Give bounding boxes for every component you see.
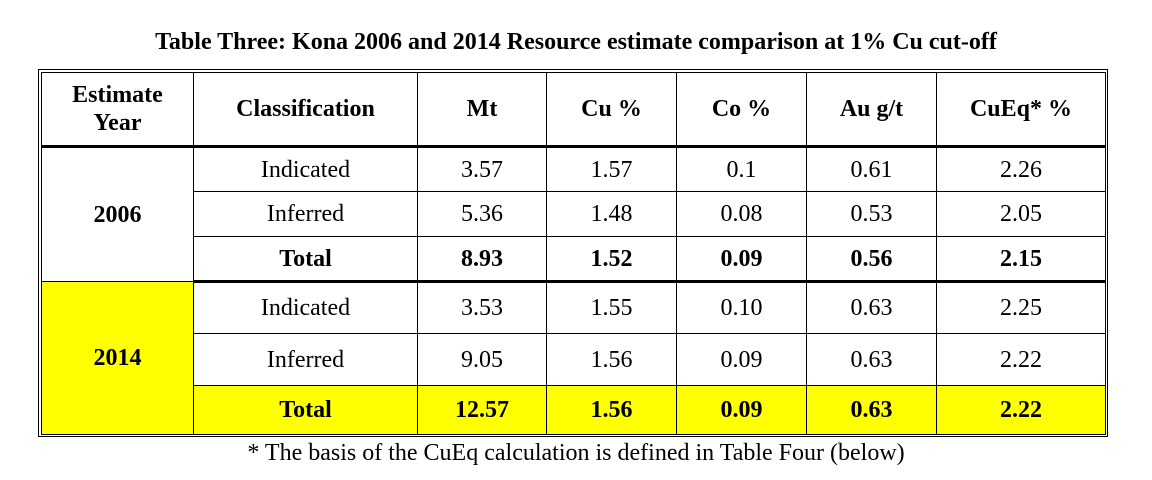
cu-cell: 1.48 [546,191,677,237]
header-au: Au g/t [806,72,937,148]
cueq-cell: 2.26 [936,146,1106,192]
header-cu: Cu % [546,72,677,148]
co-cell: 0.09 [676,333,807,386]
mt-cell: 3.57 [417,146,547,192]
cueq-cell: 2.15 [936,236,1106,283]
au-cell: 0.63 [806,281,937,334]
table-row: 2006 Indicated 3.57 1.57 0.1 0.61 2.26 [41,146,1106,282]
header-row: Estimate Year Classification Mt Cu % Co … [41,72,1106,148]
mt-cell: 12.57 [417,385,547,435]
header-mt: Mt [417,72,547,148]
table-frame: Estimate Year Classification Mt Cu % Co … [38,69,1108,437]
footnote: * The basis of the CuEq calculation is d… [247,440,905,466]
co-cell: 0.08 [676,191,807,237]
header-co: Co % [676,72,807,148]
classification-cell: Indicated [193,146,418,192]
cu-cell: 1.55 [546,281,677,334]
table-row: Inferred 5.36 1.48 0.08 0.53 2.05 [42,191,1106,237]
co-cell: 0.09 [676,385,807,435]
cu-cell: 1.52 [546,236,677,283]
cueq-cell: 2.22 [936,385,1106,435]
cu-cell: 1.56 [546,385,677,435]
au-cell: 0.63 [806,333,937,386]
header-estimate-year: Estimate Year [41,72,194,148]
mt-cell: 5.36 [417,191,547,237]
au-cell: 0.56 [806,236,937,283]
cueq-cell: 2.25 [936,281,1106,334]
co-cell: 0.1 [676,146,807,192]
total-row-2014: Total 12.57 1.56 0.09 0.63 2.22 [41,385,1106,435]
year-cell-2014: 2014 [41,281,194,435]
table-row: Inferred 9.05 1.56 0.09 0.63 2.22 [42,333,1106,386]
resource-comparison-table: Estimate Year Classification Mt Cu % Co … [41,72,1106,435]
au-cell: 0.61 [806,146,937,192]
mt-cell: 3.53 [417,281,547,334]
cueq-cell: 2.22 [936,333,1106,386]
mt-cell: 8.93 [417,236,547,283]
total-row-2006: Total 8.93 1.52 0.09 0.56 2.15 [42,236,1106,283]
co-cell: 0.09 [676,236,807,283]
classification-cell: Total [193,385,418,435]
table-title: Table Three: Kona 2006 and 2014 Resource… [155,29,997,55]
cu-cell: 1.56 [546,333,677,386]
header-cueq: CuEq* % [936,72,1106,148]
cueq-cell: 2.05 [936,191,1106,237]
cu-cell: 1.57 [546,146,677,192]
header-classification: Classification [193,72,418,148]
classification-cell: Inferred [193,333,418,386]
classification-cell: Inferred [193,191,418,237]
au-cell: 0.53 [806,191,937,237]
table-row: 2014 Indicated 3.53 1.55 0.10 0.63 2.25 [41,281,1106,435]
co-cell: 0.10 [676,281,807,334]
au-cell: 0.63 [806,385,937,435]
classification-cell: Indicated [193,281,418,334]
mt-cell: 9.05 [417,333,547,386]
classification-cell: Total [193,236,418,283]
year-cell-2006: 2006 [41,146,194,282]
